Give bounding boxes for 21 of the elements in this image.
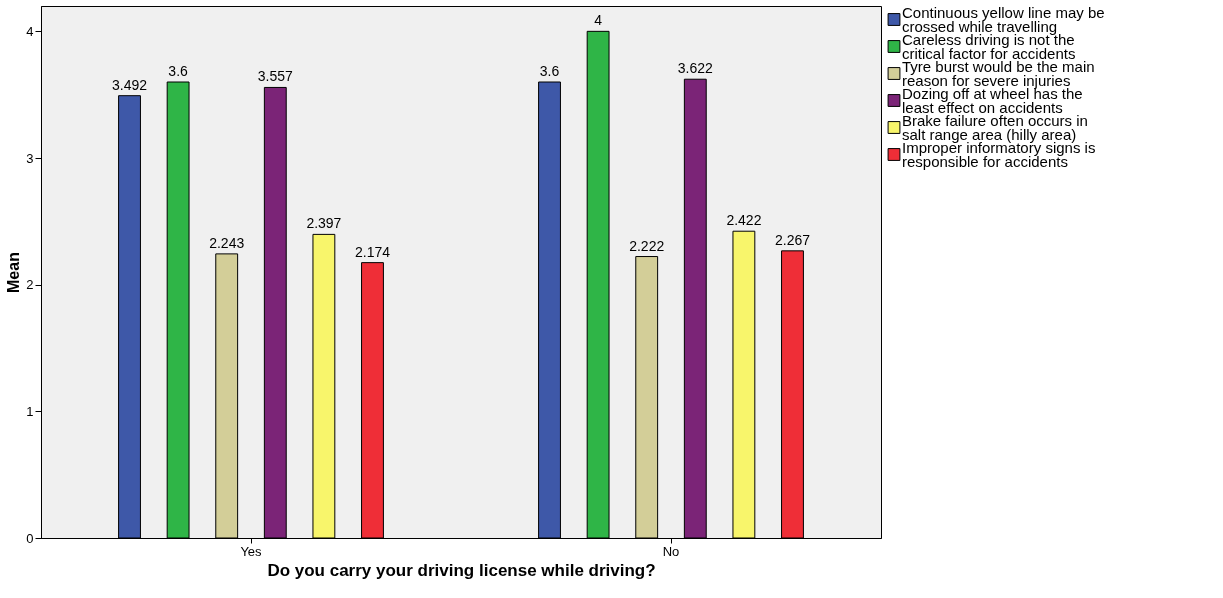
data-label: 2.222 — [629, 237, 665, 254]
data-label: 3.557 — [257, 68, 294, 85]
x-tick-label: No — [662, 543, 680, 559]
data-label: 2.397 — [306, 215, 342, 232]
y-tick-label: 0 — [26, 530, 34, 546]
data-label: 2.422 — [726, 212, 762, 229]
data-label: 3.622 — [677, 60, 714, 77]
x-tick-label: Yes — [240, 543, 263, 559]
data-label: 2.267 — [774, 231, 811, 248]
data-label: 3.6 — [168, 63, 189, 79]
data-label: 3.6 — [539, 63, 560, 79]
y-tick-label: 3 — [26, 150, 34, 166]
x-axis-title: Do you carry your driving license while driving? — [267, 560, 656, 580]
y-axis-title: Mean — [5, 252, 23, 293]
data-label: 2.174 — [354, 243, 391, 260]
data-label: 2.243 — [209, 234, 245, 251]
y-tick-label: 2 — [26, 277, 34, 293]
y-tick-label: 1 — [26, 403, 34, 419]
data-label: 4 — [594, 12, 603, 29]
data-label: 3.492 — [111, 76, 148, 93]
y-tick-label: 4 — [26, 23, 34, 39]
